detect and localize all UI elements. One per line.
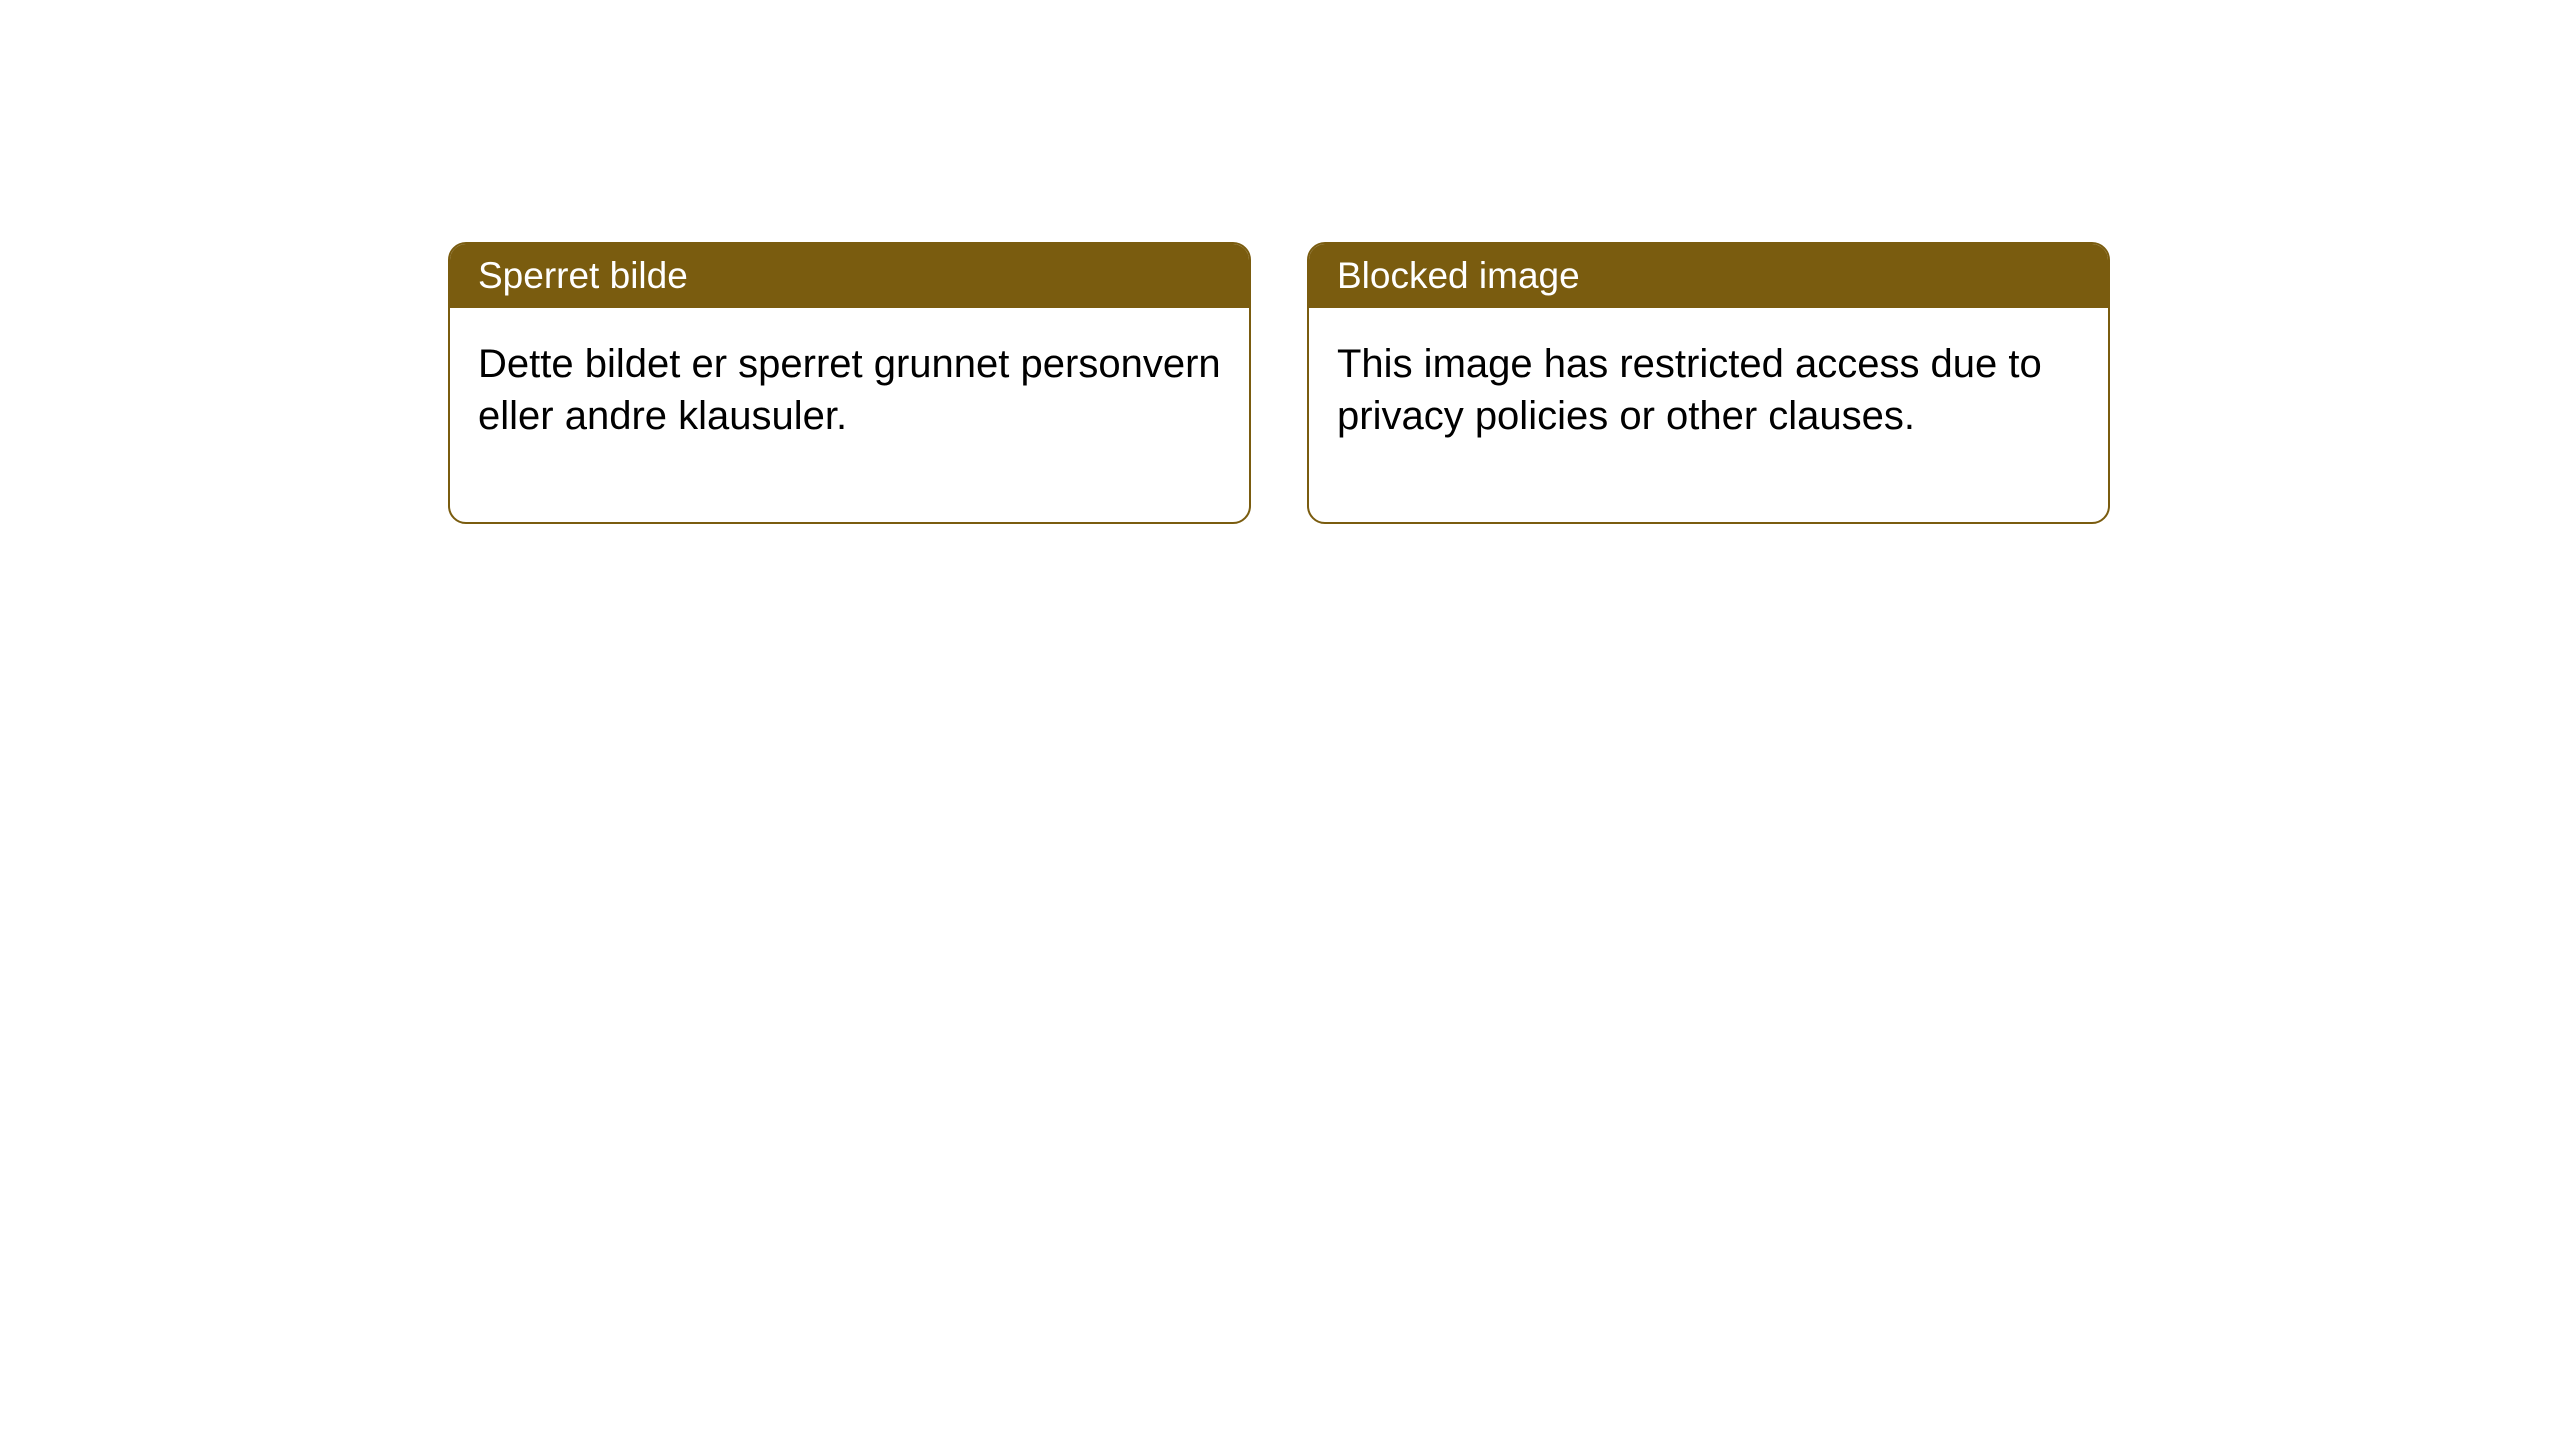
notice-header: Blocked image — [1309, 244, 2108, 308]
notice-message: Dette bildet er sperret grunnet personve… — [478, 342, 1221, 438]
notice-container: Sperret bilde Dette bildet er sperret gr… — [448, 242, 2110, 524]
notice-body: This image has restricted access due to … — [1309, 308, 2108, 522]
notice-card-english: Blocked image This image has restricted … — [1307, 242, 2110, 524]
notice-title: Blocked image — [1337, 255, 1580, 296]
notice-body: Dette bildet er sperret grunnet personve… — [450, 308, 1249, 522]
notice-card-norwegian: Sperret bilde Dette bildet er sperret gr… — [448, 242, 1251, 524]
notice-header: Sperret bilde — [450, 244, 1249, 308]
notice-title: Sperret bilde — [478, 255, 688, 296]
notice-message: This image has restricted access due to … — [1337, 342, 2042, 438]
